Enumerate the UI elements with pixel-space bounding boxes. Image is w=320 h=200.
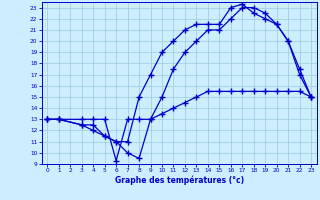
X-axis label: Graphe des températures (°c): Graphe des températures (°c)	[115, 176, 244, 185]
